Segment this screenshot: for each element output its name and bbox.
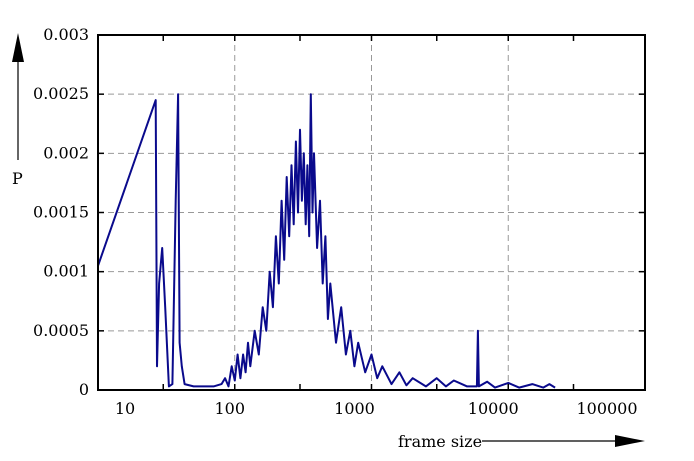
y-tick-label: 0.003 (43, 25, 89, 44)
ticks (98, 34, 645, 391)
x-tick-label: 10000 (468, 399, 519, 418)
y-tick-label: 0.001 (43, 262, 89, 281)
x-axis-arrow-icon (615, 435, 645, 447)
y-tick-label: 0.0005 (33, 321, 89, 340)
x-tick-label: 1000 (334, 399, 375, 418)
y-tick-label: 0 (79, 380, 89, 399)
x-tick-label: 100000 (576, 399, 637, 418)
y-tick-label: 0.002 (43, 143, 89, 162)
y-tick-label: 0.0015 (33, 203, 89, 222)
x-tick-labels: 10 100 1000 10000 100000 (115, 399, 638, 418)
grid (98, 35, 645, 390)
y-tick-labels: 0 0.0005 0.001 0.0015 0.002 0.0025 0.003 (33, 25, 89, 399)
x-axis-label: frame size (398, 432, 482, 451)
y-axis-label: P (12, 169, 23, 188)
series-line (97, 93, 556, 389)
x-tick-label: 10 (115, 399, 135, 418)
y-tick-label: 0.0025 (33, 84, 89, 103)
y-axis-arrow-icon (12, 33, 24, 62)
series (97, 93, 556, 389)
x-tick-label: 100 (214, 399, 245, 418)
